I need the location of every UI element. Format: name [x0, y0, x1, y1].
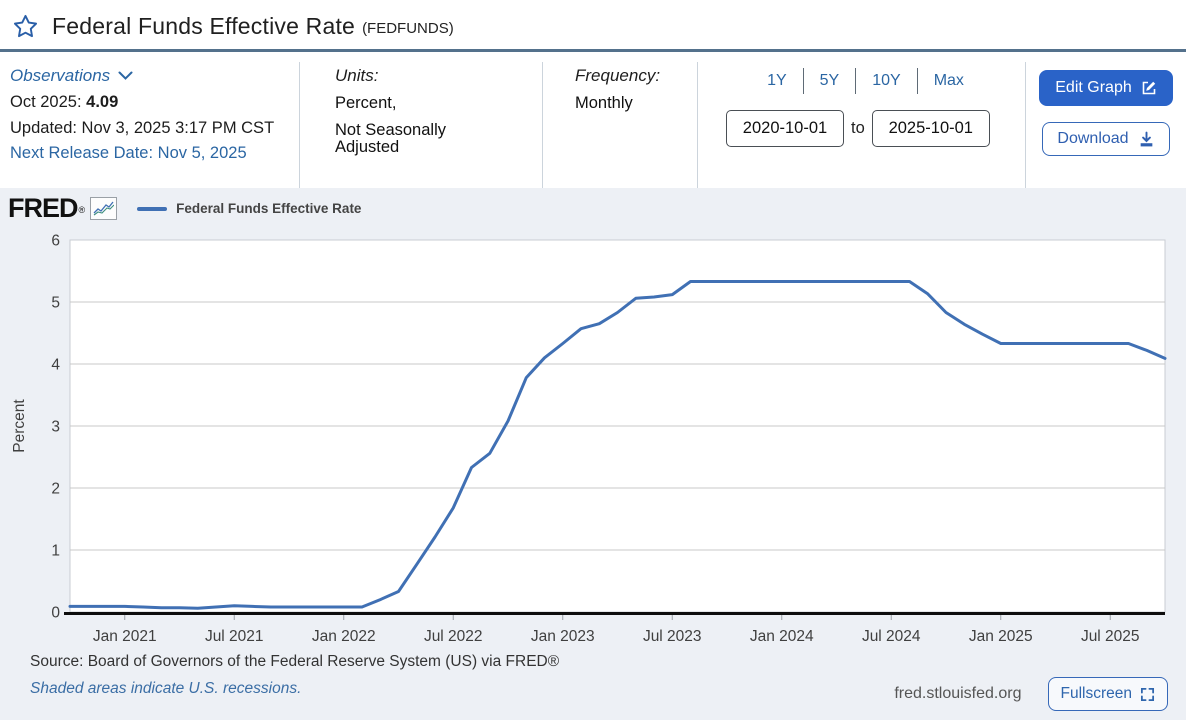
- brand-row: FRED ® Federal Funds Effective Rate: [8, 193, 361, 224]
- svg-text:Percent: Percent: [11, 399, 28, 453]
- fullscreen-icon: [1140, 687, 1155, 701]
- svg-text:3: 3: [51, 419, 60, 436]
- series-id: (FEDFUNDS): [362, 20, 454, 37]
- svg-text:Jan 2022: Jan 2022: [312, 628, 376, 645]
- svg-text:5: 5: [51, 295, 60, 312]
- registered-mark: ®: [78, 204, 86, 215]
- controls-row: Observations Oct 2025: 4.09 Updated: Nov…: [0, 52, 1186, 188]
- title-bar: Federal Funds Effective Rate (FEDFUNDS): [0, 0, 1186, 44]
- units-adjustment: Not Seasonally Adjusted: [335, 121, 446, 157]
- fred-logo-chart-icon: [90, 197, 118, 220]
- preset-1y[interactable]: 1Y: [767, 72, 787, 89]
- preset-10y[interactable]: 10Y: [872, 72, 901, 89]
- chevron-down-icon: [118, 71, 133, 80]
- svg-text:1: 1: [51, 543, 60, 560]
- units-value: Percent,: [335, 94, 397, 112]
- svg-text:6: 6: [51, 233, 60, 250]
- fullscreen-button[interactable]: Fullscreen: [1047, 677, 1168, 711]
- updated-timestamp: Updated: Nov 3, 2025 3:17 PM CST: [10, 119, 275, 137]
- frequency-section: Frequency: Monthly: [543, 62, 698, 188]
- svg-text:Jan 2025: Jan 2025: [969, 628, 1033, 645]
- download-button[interactable]: Download: [1042, 122, 1170, 156]
- title-divider: [0, 49, 1186, 52]
- frequency-value: Monthly: [575, 94, 633, 112]
- rate-line-chart[interactable]: 0 1 2 3 4 5 6 Percent Jan 2021 Jul 2021 Jan 2022 Ju…: [0, 225, 1186, 650]
- latest-period: Oct 2025:: [10, 93, 82, 111]
- edit-pencil-icon: [1142, 81, 1156, 95]
- date-inputs: to: [726, 110, 1005, 147]
- favorite-star-icon[interactable]: [12, 13, 39, 40]
- svg-text:4: 4: [51, 357, 60, 374]
- legend-label: Federal Funds Effective Rate: [176, 201, 362, 216]
- edit-graph-button[interactable]: Edit Graph: [1039, 70, 1173, 106]
- source-attribution: Source: Board of Governors of the Federa…: [30, 653, 560, 670]
- svg-text:Jul 2024: Jul 2024: [862, 628, 921, 645]
- date-range-section: 1Y 5Y 10Y Max to: [698, 62, 1025, 188]
- svg-text:Jul 2021: Jul 2021: [205, 628, 264, 645]
- svg-text:Jan 2021: Jan 2021: [93, 628, 157, 645]
- site-url: fred.stlouisfed.org: [894, 685, 1022, 702]
- legend-line-swatch: [137, 206, 168, 211]
- svg-text:0: 0: [51, 605, 60, 622]
- end-date-input[interactable]: [871, 110, 990, 147]
- chart-legend: Federal Funds Effective Rate: [137, 201, 361, 216]
- fullscreen-label: Fullscreen: [1060, 685, 1133, 702]
- svg-text:Jan 2024: Jan 2024: [750, 628, 814, 645]
- next-release-date: Next Release Date: Nov 5, 2025: [10, 144, 247, 162]
- preset-max[interactable]: Max: [933, 72, 964, 89]
- preset-divider: [916, 68, 918, 94]
- svg-text:Jul 2025: Jul 2025: [1081, 628, 1140, 645]
- latest-value: 4.09: [86, 93, 119, 111]
- preset-5y[interactable]: 5Y: [819, 72, 840, 89]
- svg-text:Jul 2023: Jul 2023: [643, 628, 702, 645]
- svg-text:Jul 2022: Jul 2022: [424, 628, 483, 645]
- download-icon: [1140, 131, 1152, 146]
- download-label: Download: [1057, 130, 1129, 147]
- observations-section: Observations Oct 2025: 4.09 Updated: Nov…: [0, 62, 300, 188]
- footer-right: fred.stlouisfed.org Fullscreen: [894, 677, 1168, 711]
- preset-divider: [802, 68, 804, 94]
- range-presets: 1Y 5Y 10Y Max: [726, 68, 1005, 94]
- page-title: Federal Funds Effective Rate: [52, 12, 356, 39]
- graph-panel: FRED ® Federal Funds Effective Rate 0 1 2 3…: [0, 188, 1186, 720]
- observations-label: Observations: [10, 66, 111, 85]
- svg-text:2: 2: [51, 481, 60, 498]
- units-label: Units:: [335, 66, 379, 85]
- preset-divider: [855, 68, 857, 94]
- svg-text:Jan 2023: Jan 2023: [531, 628, 595, 645]
- observations-toggle[interactable]: Observations: [10, 66, 133, 86]
- units-section: Units: Percent, Not Seasonally Adjusted: [300, 62, 543, 188]
- to-label: to: [851, 119, 865, 137]
- edit-graph-label: Edit Graph: [1055, 79, 1132, 96]
- recession-note-link[interactable]: Shaded areas indicate U.S. recessions.: [30, 680, 302, 697]
- actions-section: Edit Graph Download: [1025, 62, 1186, 188]
- latest-observation: Oct 2025: 4.09: [10, 93, 299, 112]
- frequency-label: Frequency:: [575, 66, 661, 85]
- start-date-input[interactable]: [726, 110, 844, 147]
- fred-logo[interactable]: FRED: [8, 193, 78, 223]
